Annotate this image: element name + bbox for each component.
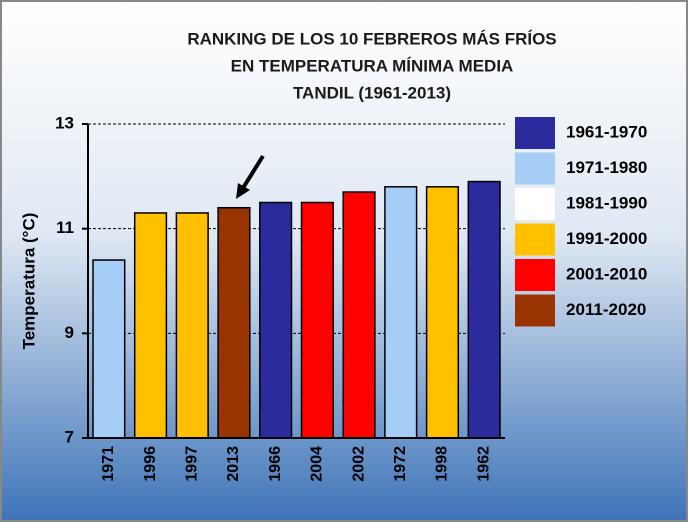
bar <box>425 186 460 439</box>
x-tick-label: 1997 <box>183 446 200 482</box>
legend-swatch <box>515 259 555 291</box>
bar <box>259 201 293 439</box>
annotation-arrow <box>236 154 265 199</box>
x-tick-label: 1998 <box>434 446 451 482</box>
x-tick-label: 1971 <box>100 446 117 482</box>
x-tick-label: 1996 <box>142 446 159 482</box>
bar <box>175 212 209 439</box>
bar <box>217 206 251 439</box>
legend-label: 1971-1980 <box>566 158 647 177</box>
bar <box>92 259 126 439</box>
legend-swatch <box>515 223 555 256</box>
y-tick-label: 11 <box>56 218 74 237</box>
x-tick-label: 1972 <box>392 446 409 482</box>
legend-swatch <box>515 294 555 327</box>
legend-label: 2011-2020 <box>566 300 646 319</box>
legend-swatch <box>515 117 555 149</box>
legend-label: 1961-1970 <box>566 122 647 141</box>
legend-label: 1991-2000 <box>566 229 647 248</box>
bar <box>384 186 418 439</box>
y-tick-label: 9 <box>65 323 74 342</box>
legend-swatch <box>515 152 555 185</box>
legend-swatch <box>515 188 555 220</box>
legend-label: 2001-2010 <box>566 264 647 283</box>
y-axis-label: Temperatura (°C) <box>19 213 38 350</box>
bar <box>133 212 168 439</box>
chart-title: TANDIL (1961-2013) <box>293 83 451 102</box>
bar <box>300 201 334 439</box>
x-tick-label: 2004 <box>309 446 326 482</box>
chart-title: EN TEMPERATURA MÍNIMA MEDIA <box>231 56 514 75</box>
y-tick-label: 7 <box>65 427 74 446</box>
chart-title: RANKING DE LOS 10 FEBREROS MÁS FRÍOS <box>187 29 556 48</box>
x-tick-label: 2002 <box>350 446 367 482</box>
x-tick-label: 1962 <box>475 446 492 482</box>
legend-label: 1981-1990 <box>566 193 647 212</box>
x-tick-label: 2013 <box>225 446 242 482</box>
bar <box>467 180 501 439</box>
x-tick-label: 1966 <box>267 446 284 482</box>
bar <box>342 191 376 439</box>
y-tick-label: 13 <box>55 113 74 132</box>
